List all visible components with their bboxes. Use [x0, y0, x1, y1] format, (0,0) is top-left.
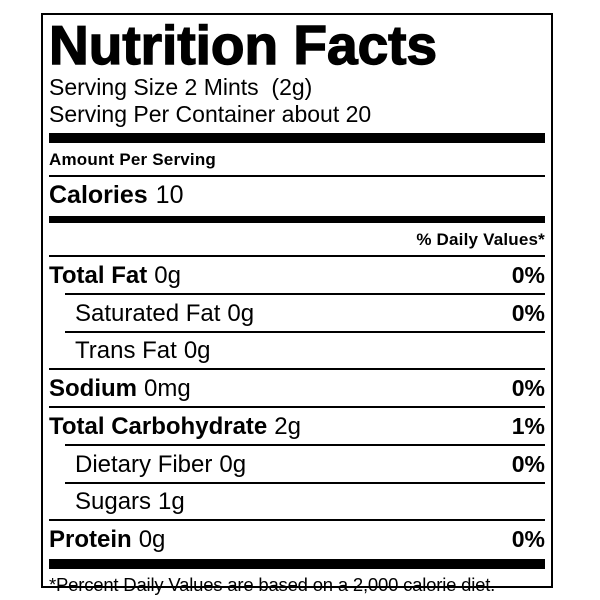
- nutrient-row-total-fat: Total Fat 0g 0%: [49, 257, 545, 293]
- nutrient-amount: 0g: [227, 300, 255, 327]
- separator-bar-top: [49, 133, 545, 143]
- calories-label: Calories: [49, 181, 148, 209]
- nutrient-amount: 2g: [274, 413, 301, 440]
- nutrient-row-protein: Protein 0g 0%: [49, 521, 545, 557]
- label-title: Nutrition Facts: [48, 14, 438, 76]
- nutrient-percent: 1%: [511, 413, 545, 439]
- nutrient-percent: 0%: [511, 262, 545, 288]
- daily-values-header: % Daily Values*: [49, 223, 545, 257]
- nutrient-amount: 0g: [183, 337, 211, 364]
- amount-per-serving-heading: Amount Per Serving: [49, 143, 545, 177]
- divider-indented: [65, 482, 545, 484]
- nutrient-amount: 0g: [219, 451, 247, 478]
- nutrient-percent: 0%: [511, 300, 545, 326]
- nutrient-percent: 0%: [511, 451, 545, 477]
- nutrient-name: Total Carbohydrate: [49, 413, 268, 440]
- nutrient-row-sodium: Sodium 0mg 0%: [49, 370, 545, 406]
- nutrient-name: Dietary Fiber: [75, 451, 213, 478]
- nutrient-row-saturated-fat: Saturated Fat 0g 0%: [49, 295, 545, 331]
- nutrient-amount: 0g: [138, 526, 166, 553]
- nutrition-facts-label: Nutrition Facts Serving Size 2 Mints (2g…: [41, 13, 553, 595]
- nutrient-name: Total Fat: [49, 262, 148, 289]
- nutrient-name: Sugars: [75, 488, 152, 515]
- nutrient-name: Saturated Fat: [75, 300, 221, 327]
- divider-full: [49, 519, 545, 521]
- calories-row: Calories 10: [49, 177, 545, 223]
- separator-bar-bottom: [49, 559, 545, 569]
- nutrient-row-sugars: Sugars 1g: [49, 484, 545, 519]
- nutrient-amount: 1g: [158, 488, 185, 515]
- divider-full: [49, 368, 545, 370]
- nutrient-amount: 0g: [154, 262, 181, 289]
- nutrient-percent: 0%: [511, 526, 545, 552]
- nutrient-amount: 0mg: [144, 375, 191, 402]
- servings-per-container-line: Serving Per Container about 20: [49, 101, 372, 127]
- divider-full: [49, 406, 545, 408]
- nutrient-name: Protein: [49, 526, 132, 553]
- nutrient-row-total-carbohydrate: Total Carbohydrate 2g 1%: [49, 408, 545, 444]
- divider-indented: [65, 331, 545, 333]
- daily-value-footnote: *Percent Daily Values are based on a 2,0…: [49, 574, 496, 595]
- divider-indented: [65, 444, 545, 446]
- nutrient-row-trans-fat: Trans Fat 0g: [49, 333, 545, 368]
- nutrient-name: Sodium: [49, 375, 137, 402]
- nutrient-row-dietary-fiber: Dietary Fiber 0g 0%: [49, 446, 545, 482]
- serving-size-line: Serving Size 2 Mints (2g): [49, 74, 313, 100]
- divider-indented: [65, 293, 545, 295]
- nutrient-percent: 0%: [511, 375, 545, 401]
- nutrient-name: Trans Fat: [75, 337, 177, 364]
- calories-value: 10: [155, 181, 184, 209]
